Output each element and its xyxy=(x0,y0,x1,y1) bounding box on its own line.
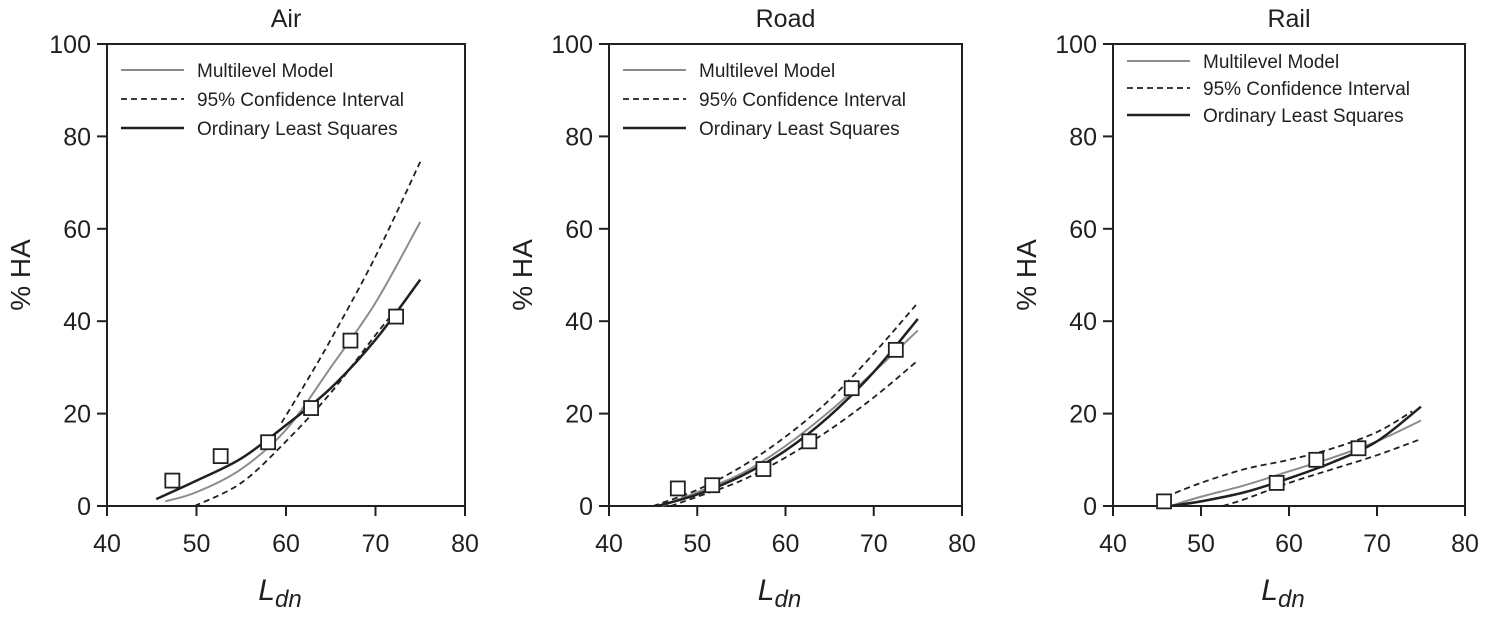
x-tick-label: 60 xyxy=(772,530,800,558)
data-point-square xyxy=(388,308,404,325)
y-tick-label: 0 xyxy=(579,493,593,521)
x-tick-label: 80 xyxy=(451,530,479,558)
panel-rail: Rail 0 20 40 60 80 100 40 50 60 70 80 % HA Ldn Multile… xyxy=(1011,5,1479,613)
y-tick-label: 20 xyxy=(63,401,91,429)
x-tick-label: 40 xyxy=(93,530,121,558)
x-tick-label: 80 xyxy=(948,530,976,558)
y-tick-label: 0 xyxy=(77,493,91,521)
y-axis-label: % HA xyxy=(507,239,538,311)
series-line-gray xyxy=(661,329,919,507)
data-point-square xyxy=(669,480,686,497)
legend-label: 95% Confidence Interval xyxy=(699,90,906,111)
data-point-square xyxy=(1350,440,1367,457)
series-line-dashed xyxy=(194,306,399,507)
x-tick-label: 50 xyxy=(183,530,211,558)
series-line-black xyxy=(1170,405,1422,508)
y-tick-label: 80 xyxy=(63,123,91,151)
y-tick-label: 40 xyxy=(63,308,91,336)
x-axis-label-subscript: dn xyxy=(774,586,801,613)
data-point-square xyxy=(801,433,818,450)
panel-road: Road 0 20 40 60 80 100 40 50 60 70 80 % HA Ldn Multile… xyxy=(507,5,976,613)
y-tick-label: 40 xyxy=(1069,308,1097,336)
panel-title: Road xyxy=(756,5,816,33)
y-tick-label: 100 xyxy=(551,31,593,59)
x-tick-label: 60 xyxy=(1275,530,1303,558)
x-tick-label: 60 xyxy=(272,530,300,558)
series-line-dashed xyxy=(280,161,422,424)
data-point-square xyxy=(303,400,319,416)
plot-frame xyxy=(106,43,466,507)
x-tick-label: 70 xyxy=(860,530,888,558)
y-tick-label: 100 xyxy=(1055,31,1097,59)
data-point-square xyxy=(1308,451,1325,468)
legend-label: 95% Confidence Interval xyxy=(197,90,404,111)
series-line-gray xyxy=(164,221,422,503)
y-tick-label: 60 xyxy=(565,216,593,244)
legend-label: Multilevel Model xyxy=(1203,52,1339,73)
y-axis-label: % HA xyxy=(1011,239,1042,311)
series-line-gray xyxy=(1169,419,1422,507)
series-line-black xyxy=(155,278,422,501)
x-axis-label-main: L xyxy=(258,574,275,607)
x-tick-label: 70 xyxy=(1363,530,1391,558)
series-line-dashed xyxy=(1165,410,1413,498)
legend-label: Ordinary Least Squares xyxy=(197,119,398,140)
y-tick-label: 60 xyxy=(63,216,91,244)
data-point-square xyxy=(212,448,229,465)
y-tick-label: 100 xyxy=(49,31,91,59)
panel-title: Air xyxy=(271,5,302,33)
y-tick-label: 80 xyxy=(1069,123,1097,151)
x-axis-label: Ldn xyxy=(758,574,801,613)
y-tick-label: 20 xyxy=(1069,401,1097,429)
x-tick-label: 40 xyxy=(1099,530,1127,558)
legend-label: Ordinary Least Squares xyxy=(699,119,900,140)
y-tick-label: 60 xyxy=(1069,216,1097,244)
y-tick-label: 20 xyxy=(565,401,593,429)
data-point-square xyxy=(887,341,904,358)
data-point-square xyxy=(843,380,860,397)
data-point-square xyxy=(755,461,772,477)
x-tick-label: 70 xyxy=(362,530,390,558)
data-point-square xyxy=(164,472,181,489)
x-axis-label: Ldn xyxy=(1261,574,1304,613)
data-point-square xyxy=(260,434,277,451)
series-line-dashed xyxy=(652,302,919,507)
x-axis-label-subscript: dn xyxy=(1278,586,1305,613)
series-line-dashed xyxy=(670,359,919,507)
y-axis-label: % HA xyxy=(5,239,36,311)
data-point-square xyxy=(1268,474,1285,491)
y-tick-label: 80 xyxy=(565,123,593,151)
x-axis-label-main: L xyxy=(1261,574,1278,607)
y-tick-label: 0 xyxy=(1083,493,1097,521)
series-line-dashed xyxy=(1222,438,1422,507)
series-line-black xyxy=(657,318,919,508)
x-axis-label-main: L xyxy=(758,574,775,607)
y-tick-label: 40 xyxy=(565,308,593,336)
legend-label: Multilevel Model xyxy=(197,61,333,82)
x-tick-label: 50 xyxy=(1187,530,1215,558)
x-axis-label-subscript: dn xyxy=(275,586,302,613)
x-tick-label: 40 xyxy=(595,530,623,558)
data-point-square xyxy=(342,332,359,349)
data-point-square xyxy=(704,477,721,494)
panel-air: Air 0 20 40 60 80 100 40 50 60 70 80 % HA Ldn Multilev… xyxy=(5,5,479,613)
legend-label: Ordinary Least Squares xyxy=(1203,106,1404,127)
legend-label: Multilevel Model xyxy=(699,61,835,82)
x-tick-label: 50 xyxy=(683,530,711,558)
panel-title: Rail xyxy=(1267,5,1310,33)
x-axis-label: Ldn xyxy=(258,574,301,613)
x-tick-label: 80 xyxy=(1451,530,1479,558)
legend-label: 95% Confidence Interval xyxy=(1203,79,1410,100)
data-point-square xyxy=(1156,493,1172,510)
